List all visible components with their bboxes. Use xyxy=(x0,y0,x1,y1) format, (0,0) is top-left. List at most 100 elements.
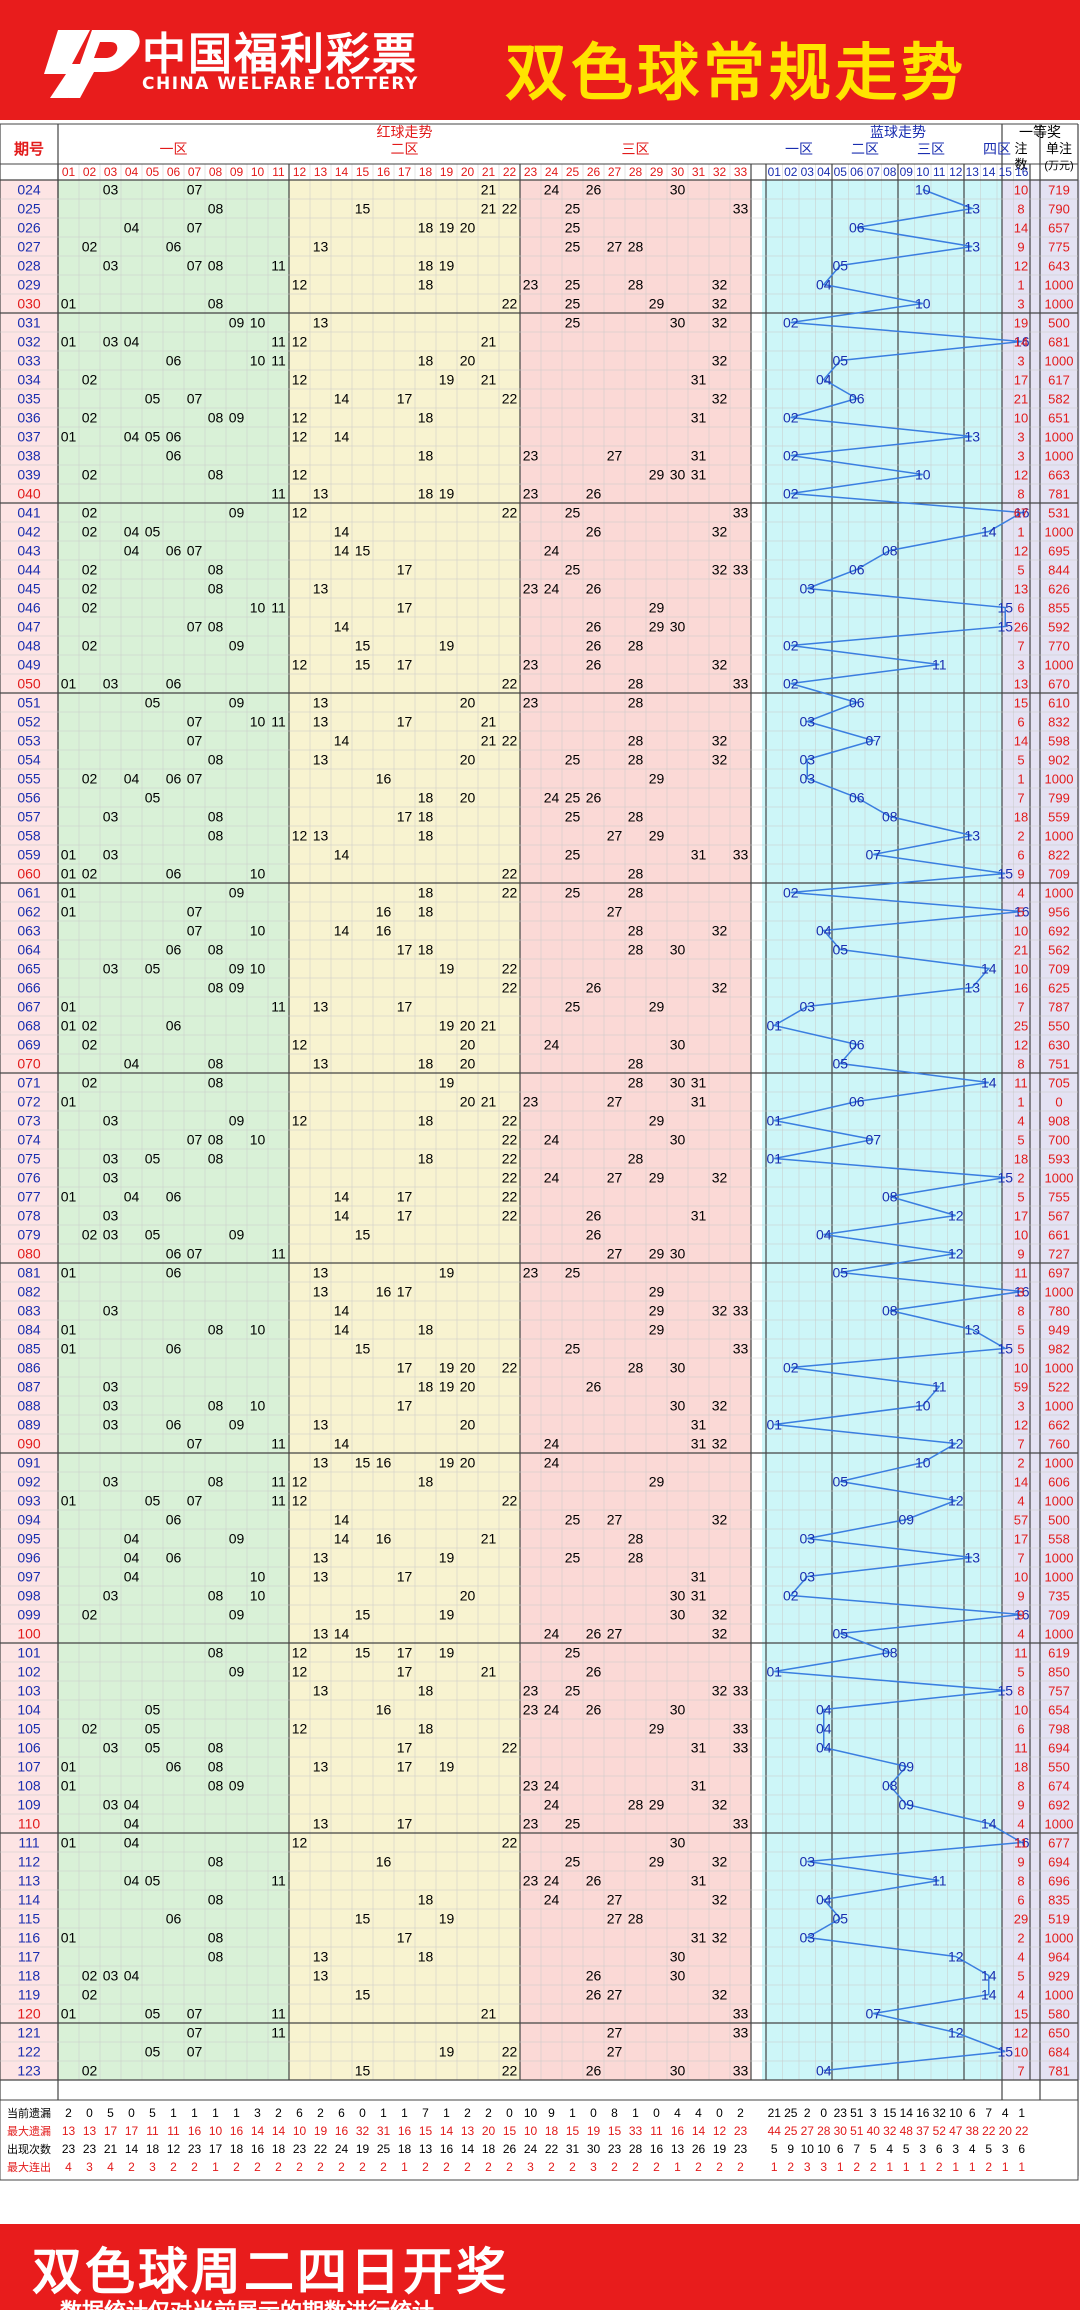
red-ball-mark: 04 xyxy=(124,1797,140,1813)
red-ball-mark: 31 xyxy=(691,1417,707,1433)
red-ball-mark: 02 xyxy=(82,239,98,255)
stats-blue-value: 40 xyxy=(867,2124,881,2138)
red-ball-mark: 11 xyxy=(271,714,286,730)
blue-ball-mark: 16 xyxy=(1014,334,1030,350)
red-ball-mark: 24 xyxy=(544,1702,560,1718)
prize-count: 15 xyxy=(1014,2007,1028,2022)
red-ball-mark: 22 xyxy=(502,505,518,521)
stats-red-value: 2 xyxy=(611,2160,618,2174)
red-ball-mark: 02 xyxy=(82,1075,98,1091)
table-row: 117 08 13 18 30 12 4 964 xyxy=(18,1949,1070,1965)
blue-ball-mark: 15 xyxy=(997,619,1013,635)
red-ball-mark: 32 xyxy=(712,980,728,996)
blue-ball-mark: 15 xyxy=(997,1683,1013,1699)
blue-number-tick: 10 xyxy=(916,165,930,179)
red-ball-mark: 01 xyxy=(61,676,77,692)
issue-number: 089 xyxy=(17,1417,41,1433)
brand-english-name: CHINA WELFARE LOTTERY xyxy=(142,74,419,94)
red-ball-mark: 19 xyxy=(439,1645,455,1661)
stats-red-value: 33 xyxy=(629,2124,643,2138)
red-ball-mark: 08 xyxy=(208,1588,224,1604)
red-number-tick: 32 xyxy=(713,165,727,179)
red-ball-mark: 16 xyxy=(376,1854,392,1870)
stats-red-value: 2 xyxy=(695,2160,702,2174)
red-ball-mark: 18 xyxy=(418,277,434,293)
prize-count: 14 xyxy=(1014,221,1028,236)
issue-number: 068 xyxy=(17,1018,41,1034)
issue-number: 031 xyxy=(17,315,41,331)
prize-amount: 684 xyxy=(1048,2045,1070,2060)
blue-ball-mark: 05 xyxy=(832,1626,848,1642)
prize-amount: 1000 xyxy=(1045,1456,1074,1471)
blue-number-tick: 14 xyxy=(982,165,996,179)
red-ball-mark: 28 xyxy=(628,239,644,255)
red-ball-mark: 30 xyxy=(670,1132,686,1148)
prize-amount: 832 xyxy=(1048,715,1070,730)
red-ball-mark: 06 xyxy=(166,448,182,464)
stats-red-value: 2 xyxy=(359,2160,366,2174)
red-number-tick: 13 xyxy=(314,165,328,179)
red-ball-mark: 14 xyxy=(334,543,350,559)
red-ball-mark: 20 xyxy=(460,1360,476,1376)
blue-ball-mark: 03 xyxy=(799,1531,815,1547)
red-ball-mark: 04 xyxy=(124,1531,140,1547)
red-ball-mark: 24 xyxy=(544,1626,560,1642)
red-ball-mark: 11 xyxy=(271,353,286,369)
red-ball-mark: 18 xyxy=(418,486,434,502)
red-ball-mark: 10 xyxy=(250,866,266,882)
stats-red-value: 2 xyxy=(443,2160,450,2174)
red-ball-mark: 26 xyxy=(586,1227,602,1243)
table-row: 081 01 06 13 19 23 25 05 11 697 xyxy=(17,1265,1070,1281)
prize-count: 18 xyxy=(1014,1760,1028,1775)
issue-number: 030 xyxy=(17,296,41,312)
red-ball-mark: 15 xyxy=(355,1455,371,1471)
prize-amount: 1000 xyxy=(1045,1494,1074,1509)
red-ball-mark: 17 xyxy=(397,1360,413,1376)
issue-number: 048 xyxy=(17,638,41,654)
stats-row-label: 出现次数 xyxy=(7,2142,51,2156)
red-ball-mark: 23 xyxy=(523,1702,539,1718)
prize-amount: 1000 xyxy=(1045,1361,1074,1376)
red-ball-mark: 32 xyxy=(712,1607,728,1623)
issue-column-header: 期号 xyxy=(14,140,44,158)
red-ball-mark: 13 xyxy=(313,828,329,844)
issue-number: 073 xyxy=(17,1113,41,1129)
stats-blue-value: 1 xyxy=(969,2160,976,2174)
red-ball-mark: 32 xyxy=(712,1398,728,1414)
red-ball-mark: 02 xyxy=(82,1227,98,1243)
prize-amount: 674 xyxy=(1048,1779,1070,1794)
red-ball-mark: 17 xyxy=(397,1740,413,1756)
red-ball-mark: 22 xyxy=(502,1189,518,1205)
issue-number: 090 xyxy=(17,1436,41,1452)
prize-amount: 695 xyxy=(1048,544,1070,559)
stats-red-value: 16 xyxy=(251,2142,265,2156)
stats-red-value: 31 xyxy=(566,2142,580,2156)
red-ball-mark: 10 xyxy=(250,1132,266,1148)
red-ball-mark: 03 xyxy=(103,334,119,350)
red-ball-mark: 15 xyxy=(355,1911,371,1927)
prize-count: 7 xyxy=(1017,1437,1024,1452)
prize-amount: 1000 xyxy=(1045,354,1074,369)
red-ball-mark: 14 xyxy=(334,1208,350,1224)
blue-ball-mark: 07 xyxy=(865,847,881,863)
red-ball-mark: 32 xyxy=(712,277,728,293)
stats-red-value: 18 xyxy=(482,2142,496,2156)
blue-ball-mark: 01 xyxy=(766,1664,782,1680)
blue-ball-mark: 15 xyxy=(997,1170,1013,1186)
table-row: 069 02 12 20 24 30 06 12 630 xyxy=(17,1037,1070,1053)
red-ball-mark: 26 xyxy=(586,657,602,673)
red-ball-mark: 14 xyxy=(334,1303,350,1319)
issue-number: 033 xyxy=(17,353,41,369)
red-ball-mark: 27 xyxy=(607,828,623,844)
prize-count: 4 xyxy=(1017,1114,1024,1129)
red-ball-mark: 10 xyxy=(250,353,266,369)
red-ball-mark: 05 xyxy=(145,429,161,445)
prize-amount: 598 xyxy=(1048,734,1070,749)
issue-number: 046 xyxy=(17,600,41,616)
prize-count: 5 xyxy=(1017,563,1024,578)
prize-amount: 719 xyxy=(1048,183,1070,198)
red-ball-mark: 29 xyxy=(649,1854,665,1870)
red-ball-mark: 10 xyxy=(250,1398,266,1414)
table-row: 090 07 11 14 24 31 32 12 7 760 xyxy=(17,1436,1070,1452)
